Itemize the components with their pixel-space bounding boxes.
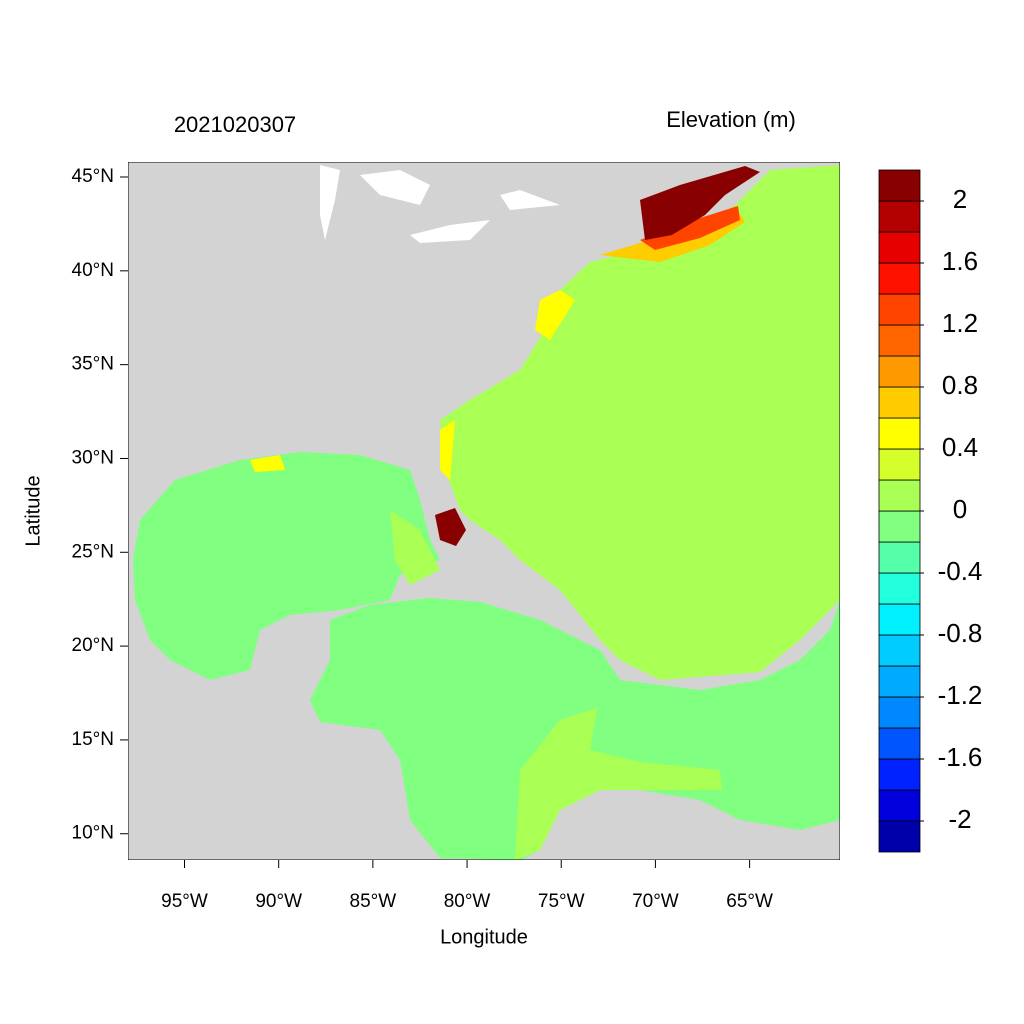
y-tick-label: 40°N <box>72 260 114 281</box>
colorbar-swatch <box>878 448 921 481</box>
y-tick-label: 20°N <box>72 635 114 656</box>
colorbar-tick-label: -2 <box>948 804 971 834</box>
colorbar-swatch <box>878 696 921 729</box>
x-tick-label: 65°W <box>726 891 773 912</box>
y-tick-label: 30°N <box>72 447 114 468</box>
colorbar-swatch <box>878 231 921 264</box>
map-field <box>128 162 840 860</box>
y-tick-label: 25°N <box>72 541 114 562</box>
colorbar-swatch <box>878 820 921 853</box>
colorbar-tick-label: 1.6 <box>942 246 978 276</box>
colorbar-tick-label: 0.8 <box>942 370 978 400</box>
units-label: Elevation (m) <box>666 107 796 132</box>
x-tick-label: 70°W <box>632 891 679 912</box>
x-axis-label: Longitude <box>440 926 528 948</box>
colorbar-tick-label: 2 <box>953 184 967 214</box>
colorbar-swatch <box>878 262 921 295</box>
colorbar-swatch <box>878 758 921 791</box>
colorbar-swatch <box>878 727 921 760</box>
y-tick-label: 45°N <box>72 166 114 187</box>
colorbar-swatch <box>878 386 921 419</box>
colorbar-swatch <box>878 169 921 202</box>
colorbar-swatch <box>878 417 921 450</box>
lake <box>320 165 560 243</box>
map-title: 2021020307 <box>174 112 296 137</box>
colorbar-tick-label: 1.2 <box>942 308 978 338</box>
colorbar-swatch <box>878 541 921 574</box>
colorbar-swatch <box>878 510 921 543</box>
gulf-of-maine-surge <box>640 166 760 240</box>
y-tick-label: 35°N <box>72 354 114 375</box>
atlantic <box>440 165 840 680</box>
coast-surge <box>250 290 575 480</box>
colorbar-tick-label: 0 <box>953 494 967 524</box>
colorbar-swatch <box>878 293 921 326</box>
y-tick-label: 15°N <box>72 729 114 750</box>
colorbar-swatch <box>878 355 921 388</box>
x-tick-label: 85°W <box>350 891 397 912</box>
colorbar-tick-label: -0.8 <box>938 618 983 648</box>
colorbar-tick-label: -1.2 <box>938 680 983 710</box>
y-axis-label: Latitude <box>22 475 44 546</box>
florida-surge <box>435 508 466 546</box>
x-tick-label: 90°W <box>255 891 302 912</box>
colorbar-swatch <box>878 479 921 512</box>
colorbar-tick-label: 0.4 <box>942 432 978 462</box>
colorbar-swatch <box>878 634 921 667</box>
y-tick-label: 10°N <box>72 823 114 844</box>
colorbar-swatch <box>878 665 921 698</box>
colorbar-tick-label: -0.4 <box>938 556 983 586</box>
gulf-of-maine-surge <box>640 206 740 250</box>
x-tick-label: 80°W <box>444 891 491 912</box>
caribbean-shelf <box>390 510 722 860</box>
colorbar-swatch <box>878 603 921 636</box>
gulf-of-mexico <box>133 452 440 680</box>
x-tick-label: 95°W <box>161 891 208 912</box>
colorbar-swatch <box>878 789 921 822</box>
x-tick-label: 75°W <box>538 891 585 912</box>
colorbar-swatch <box>878 200 921 233</box>
colorbar-swatch <box>878 572 921 605</box>
colorbar-tick-label: -1.6 <box>938 742 983 772</box>
colorbar-swatch <box>878 324 921 357</box>
